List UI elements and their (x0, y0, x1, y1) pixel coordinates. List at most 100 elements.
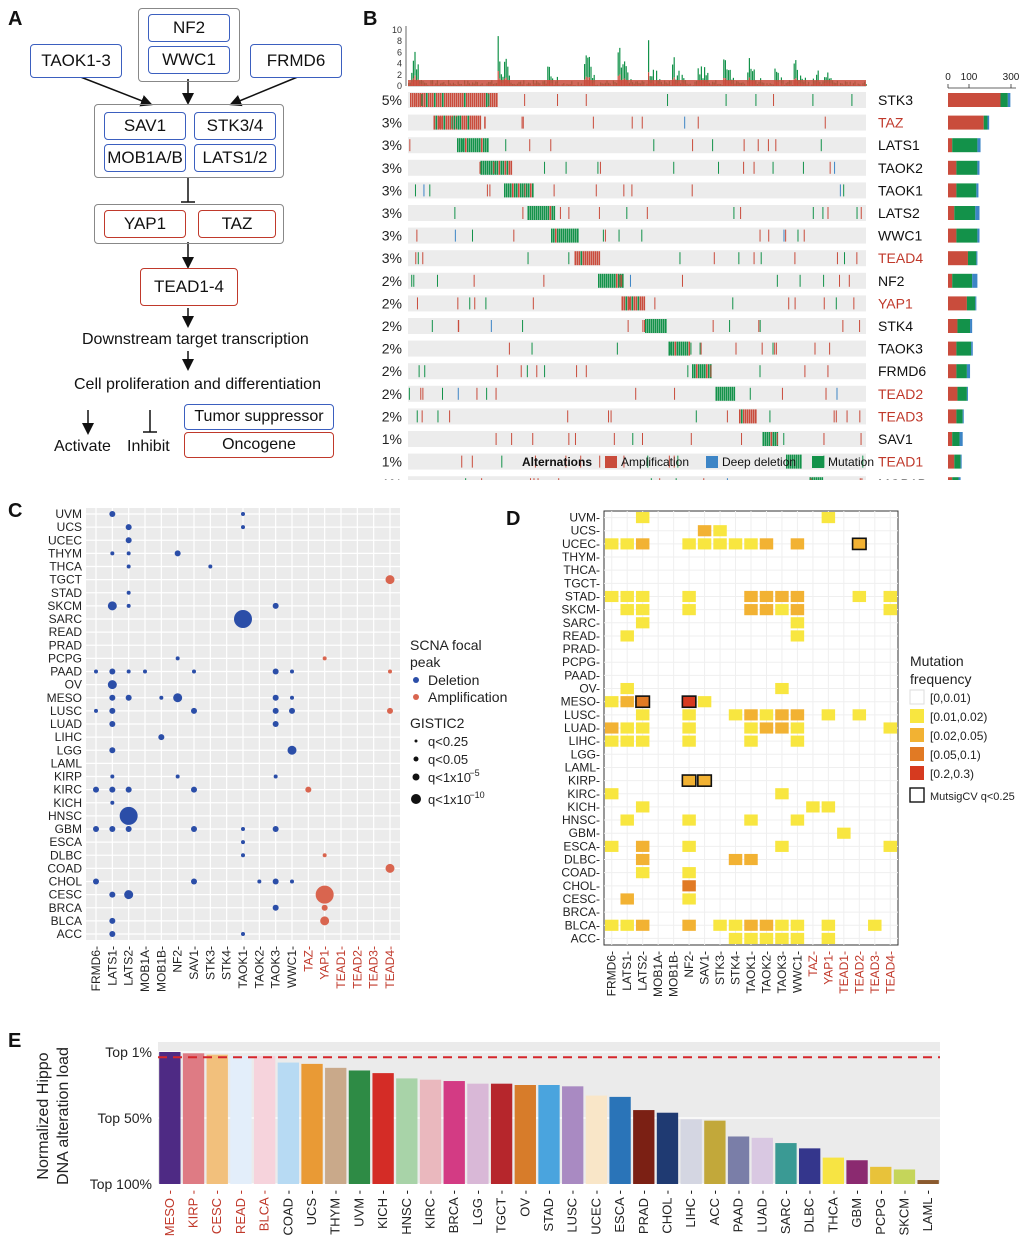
e-x-label: SKCM - (896, 1190, 911, 1236)
c-cancer-label: BRCA (49, 901, 82, 915)
b-count-bar-mut (952, 432, 960, 446)
d-cell (697, 696, 712, 708)
b-alteration-mark (462, 139, 464, 152)
b-alteration-mark (749, 387, 751, 400)
d-cell (852, 709, 867, 721)
e-bar-laml (917, 1180, 939, 1184)
b-hist-bar-mut (649, 76, 651, 84)
b-alteration-mark (625, 296, 628, 311)
d-gene-label: LATS2- (636, 951, 650, 991)
b-alteration-mark (465, 138, 467, 153)
box-nf2: NF2 (148, 14, 230, 42)
b-alteration-mark (712, 320, 714, 332)
b-alteration-mark (530, 183, 532, 198)
b-alteration-mark (531, 342, 533, 355)
d-cell (635, 840, 650, 852)
b-alteration-mark (468, 93, 470, 107)
box-taz: TAZ (198, 210, 276, 238)
d-cell (821, 919, 836, 931)
b-alteration-mark (653, 319, 655, 333)
b-hist-bar-mut (550, 76, 552, 84)
c-legend-size-dot (413, 756, 419, 762)
b-alteration-mark (836, 252, 838, 265)
d-cell (759, 590, 774, 603)
b-alteration-mark (416, 297, 418, 310)
b-alteration-mark (735, 342, 737, 355)
b-count-bar-del (960, 454, 962, 469)
b-alteration-mark (492, 93, 494, 107)
c-point-amp (305, 786, 312, 793)
b-hist-tick: 6 (397, 47, 402, 57)
b-hist-bar-mut (724, 60, 726, 79)
b-alteration-mark (621, 274, 623, 287)
c-gene-label: TEAD2- (350, 946, 364, 989)
b-alteration-mark (682, 341, 685, 356)
b-hist-bar-mut (508, 75, 510, 83)
b-alteration-mark (550, 139, 552, 152)
c-gene-label: NF2- (171, 946, 185, 973)
c-gene-label: TAOK3- (269, 946, 283, 988)
box-stk3-4: STK3/4 (194, 112, 276, 140)
b-alteration-mark (506, 160, 509, 175)
b-row-bg (408, 92, 866, 108)
d-cell (635, 617, 650, 629)
b-alteration-mark (668, 455, 670, 468)
b-row-pct: 2% (382, 363, 402, 379)
c-point-del (241, 525, 245, 530)
b-count-bar-del (975, 206, 980, 220)
b-alteration-mark (647, 455, 649, 468)
b-alteration-mark (508, 183, 510, 198)
b-alteration-mark (518, 184, 520, 197)
b-count-bar-del (971, 341, 973, 356)
c-point-del (109, 707, 116, 714)
b-hist-bar-mut (622, 64, 624, 80)
e-bar-esca (609, 1096, 631, 1184)
c-cancer-label: CESC (49, 888, 83, 902)
e-bar-kirc (419, 1079, 442, 1184)
b-alteration-mark (598, 251, 601, 266)
b-hist-bar-mut (750, 68, 752, 81)
b-alteration-mark (653, 139, 655, 152)
b-alteration-mark (416, 229, 418, 242)
c-point-del (110, 800, 115, 805)
e-plot-bg (158, 1042, 940, 1184)
b-alteration-mark (788, 297, 790, 310)
b-alteration-mark (431, 320, 433, 332)
b-alteration-mark (599, 455, 601, 468)
b-alteration-mark (823, 297, 825, 310)
d-legend-bin-label: [0.2,0.3) (930, 767, 974, 781)
d-cancer-label: BRCA- (563, 905, 600, 919)
b-row-gene: STK3 (878, 92, 913, 108)
c-cancer-label: KICH (53, 796, 82, 810)
b-alteration-mark (485, 297, 487, 310)
b-count-bar-del (987, 115, 990, 130)
c-point-del (125, 524, 132, 531)
e-x-label: CHOL - (659, 1190, 674, 1234)
c-cancer-label: KIRC (53, 783, 82, 797)
b-alteration-mark (457, 387, 459, 400)
b-alteration-mark (471, 455, 473, 468)
b-alteration-mark (827, 207, 829, 219)
b-row-pct: 2% (382, 386, 402, 402)
d-gene-label: TAZ- (806, 951, 820, 977)
b-alteration-mark (829, 342, 831, 355)
b-alteration-mark (449, 410, 451, 423)
b-alteration-mark (465, 478, 467, 480)
b-hist-bar-mut (793, 63, 795, 80)
b-alteration-mark (839, 184, 841, 197)
d-cell (744, 853, 758, 866)
d-plot-frame (603, 510, 899, 946)
c-point-del (175, 774, 180, 779)
b-alteration-mark (761, 342, 763, 355)
b-alteration-mark (444, 93, 446, 107)
b-alteration-mark (567, 410, 569, 423)
b-alteration-mark (839, 274, 841, 287)
c-cancer-label: OV (65, 678, 82, 692)
d-legend-swatch (910, 747, 924, 761)
c-cancer-label: HNSC (48, 809, 82, 823)
d-cell (713, 919, 727, 931)
b-count-bar-amp (948, 251, 968, 266)
b-alteration-mark (697, 116, 699, 129)
b-alteration-mark (451, 116, 453, 129)
d-cancer-label: THCA- (563, 563, 600, 577)
